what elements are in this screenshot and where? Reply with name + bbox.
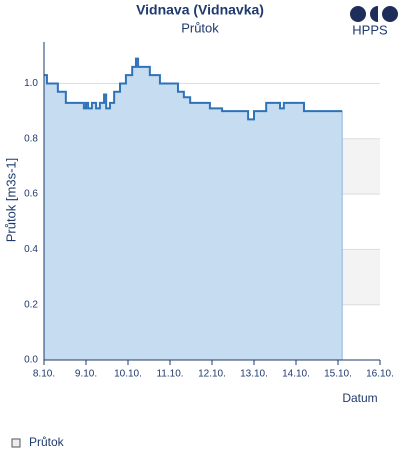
logo [350,6,398,22]
x-tick-label: 11.10. [156,369,183,380]
x-tick-label: 14.10. [282,369,310,380]
x-tick-label: 13.10. [240,369,268,380]
y-tick-label: 0.2 [24,299,38,310]
logo-text: HPPS [352,22,388,37]
x-tick-label: 8.10. [33,369,55,380]
legend-label: Průtok [29,435,65,449]
data-line [44,57,343,121]
legend-swatch [11,438,21,448]
y-tick-label: 0.6 [24,189,38,200]
x-axis-label: Datum [342,391,377,405]
y-tick-label: 1.0 [24,78,38,89]
x-tick-label: 15.10. [324,369,352,380]
chart-subtitle: Průtok [181,20,219,35]
x-tick-label: 10.10. [114,369,142,380]
x-tick-label: 16.10. [366,369,394,380]
y-tick-label: 0.0 [24,355,38,366]
y-tick-label: 0.4 [24,244,38,255]
chart-title: Vidnava (Vidnavka) [136,2,264,18]
y-axis-label: Průtok [m3s-1] [3,158,18,243]
area [44,58,343,360]
y-tick-label: 0.8 [24,133,38,144]
x-tick-label: 12.10. [198,369,226,380]
x-tick-label: 9.10. [75,369,97,380]
